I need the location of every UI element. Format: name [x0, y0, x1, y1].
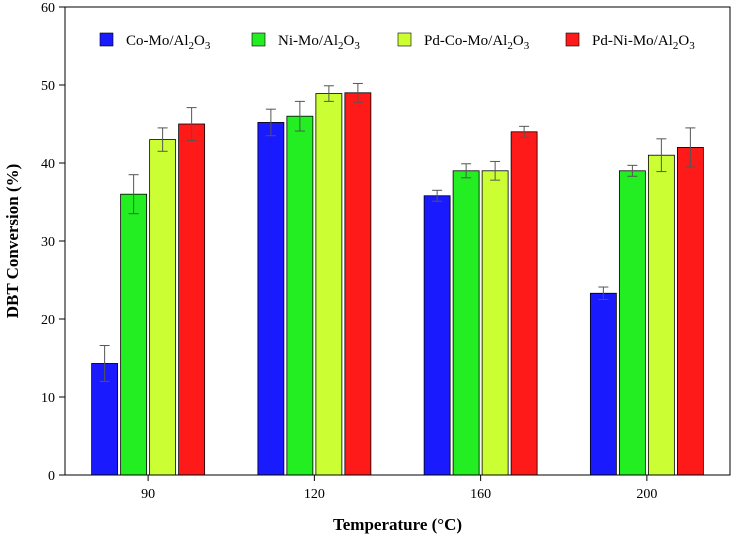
y-tick-label: 20: [41, 313, 55, 328]
x-tick-label: 90: [141, 487, 155, 502]
bar: [423, 195, 451, 476]
bar: [178, 123, 206, 476]
error-bars-layer: [99, 82, 696, 382]
legend-label: Co-Mo/Al2O3: [126, 33, 211, 52]
y-tick-label: 60: [41, 1, 55, 16]
bar: [120, 193, 148, 476]
y-tick-label: 0: [48, 469, 55, 484]
x-tick-label: 120: [304, 487, 325, 502]
legend: Co-Mo/Al2O3 Ni-Mo/Al2O3 Pd-Co-Mo/Al2O3 Pd-N…: [99, 32, 695, 52]
bar: [618, 170, 646, 476]
bar: [510, 131, 538, 476]
x-axis-label: Temperature (°C): [333, 515, 462, 534]
legend-swatch: [565, 32, 580, 47]
bar: [589, 292, 617, 476]
bar: [315, 93, 343, 476]
y-tick-label: 40: [41, 157, 55, 172]
bar: [257, 122, 285, 476]
legend-swatch: [99, 32, 114, 47]
bar: [91, 363, 119, 476]
x-tick-label: 200: [636, 487, 657, 502]
y-tick-label: 10: [41, 391, 55, 406]
legend-label: Ni-Mo/Al2O3: [278, 33, 360, 52]
bar: [286, 115, 314, 476]
bar: [452, 170, 480, 476]
ticks-layer: 0 10 20 30 40 50 60 90 120 160 200: [41, 1, 657, 502]
legend-swatch: [251, 32, 266, 47]
y-axis-label: DBT Conversion (%): [3, 164, 22, 319]
bar: [149, 139, 177, 476]
legend-label: Pd-Ni-Mo/Al2O3: [592, 33, 695, 52]
bar: [676, 146, 704, 476]
x-tick-label: 160: [470, 487, 491, 502]
bar: [481, 170, 509, 476]
y-tick-label: 50: [41, 79, 55, 94]
bars-layer: [91, 92, 704, 476]
legend-swatch: [397, 32, 412, 47]
bar: [344, 92, 372, 476]
bar: [647, 154, 675, 476]
legend-label: Pd-Co-Mo/Al2O3: [424, 33, 530, 52]
y-tick-label: 30: [41, 235, 55, 250]
